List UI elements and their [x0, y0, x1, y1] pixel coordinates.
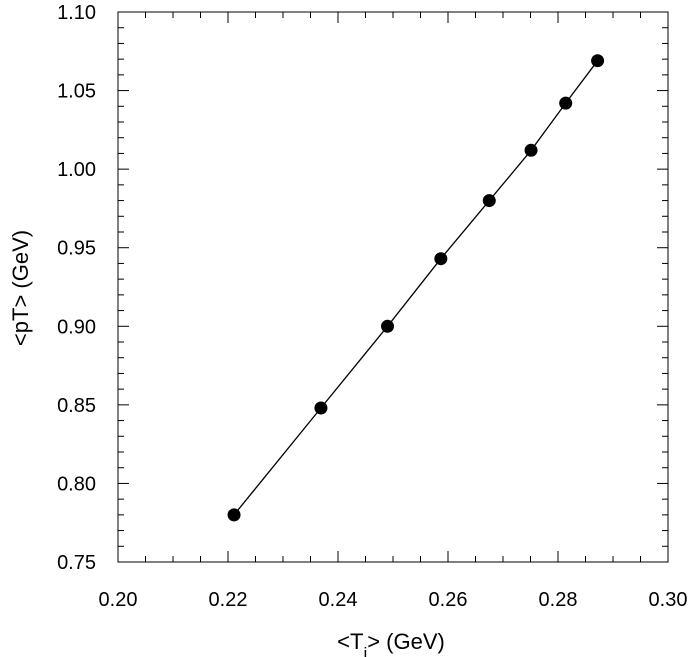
minor-ticks — [118, 12, 668, 562]
y-tick-label: 0.90 — [57, 316, 96, 338]
data-point — [524, 143, 538, 157]
major-ticks — [117, 11, 669, 563]
x-tick-label: 0.20 — [99, 589, 138, 611]
x-axis-title-suffix: > (GeV) — [367, 629, 445, 654]
x-axis-title-prefix: <T — [337, 629, 363, 654]
y-tick-label: 0.80 — [57, 473, 96, 495]
data-point — [314, 401, 328, 415]
x-tick-label: 0.24 — [319, 589, 358, 611]
x-tick-label: 0.30 — [649, 589, 688, 611]
y-tick-label: 1.10 — [57, 2, 96, 24]
data-point — [381, 319, 394, 333]
y-tick-label: 1.05 — [57, 81, 96, 103]
y-tick-label: 1.00 — [57, 159, 96, 181]
x-tick-label: 0.22 — [209, 589, 248, 611]
series-line — [233, 60, 599, 516]
x-tick-labels: 0.20 0.22 0.24 0.26 0.28 0.30 — [99, 589, 688, 611]
y-tick-label: 0.85 — [57, 395, 96, 417]
y-tick-label: 0.95 — [57, 238, 96, 260]
y-tick-labels: 0.75 0.80 0.85 0.90 0.95 1.00 1.05 1.10 — [57, 2, 96, 574]
x-tick-label: 0.26 — [429, 589, 468, 611]
x-tick-label: 0.28 — [539, 589, 578, 611]
y-axis-title: <pT> (GeV) — [8, 230, 33, 346]
y-tick-label: 0.75 — [57, 552, 96, 574]
data-point — [227, 508, 241, 522]
data-point — [482, 194, 496, 208]
x-axis-title-subscript: i — [363, 644, 367, 657]
data-point — [559, 96, 573, 110]
plot-frame — [117, 11, 669, 563]
data-point — [434, 252, 448, 266]
x-axis-title: <Ti> (GeV) — [337, 629, 445, 657]
series-layer — [227, 54, 605, 522]
data-point — [591, 54, 605, 68]
